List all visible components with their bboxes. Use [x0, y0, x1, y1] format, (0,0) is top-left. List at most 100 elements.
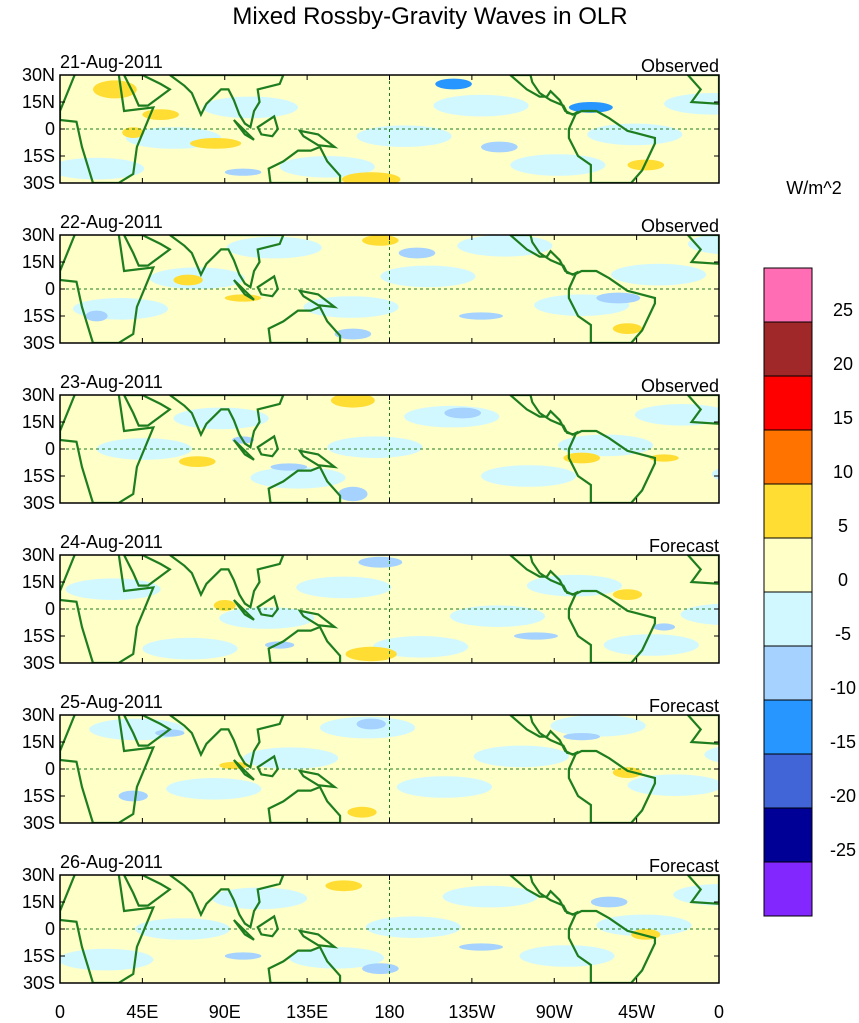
y-tick-label: 15S	[23, 946, 55, 966]
chart-title: Mixed Rossby-Gravity Waves in OLR	[232, 3, 627, 30]
coastline	[686, 75, 719, 105]
coastline	[267, 785, 342, 823]
anomaly-contour	[653, 623, 676, 631]
negative-band	[365, 916, 461, 938]
panel-field	[60, 395, 719, 503]
coastline	[256, 114, 280, 138]
x-tick-label: 0	[55, 1002, 65, 1022]
coastline	[233, 599, 255, 621]
panel-2: 30N 15N 0 15S 30S 22-Aug-2011 Observed	[22, 212, 720, 353]
negative-band	[327, 436, 423, 459]
anomaly-contour	[362, 235, 399, 246]
anomaly-contour	[122, 127, 145, 138]
negative-band	[587, 123, 683, 146]
y-tick-label: 15N	[22, 92, 55, 112]
x-tick-label: 45E	[126, 1002, 158, 1022]
anomaly-contour	[612, 589, 643, 600]
panel-4: 30N 15N 0 15S 30S 24-Aug-2011 Forecast	[22, 532, 720, 673]
negative-band	[356, 125, 452, 147]
x-axis: 0 45E 90E 135E 180 135W 90W 45W 0	[55, 1002, 724, 1022]
anomaly-contour	[612, 323, 643, 334]
negative-band	[373, 636, 469, 658]
coastline	[297, 449, 339, 469]
colorbar-label: 5	[838, 516, 848, 536]
anomaly-contour	[513, 632, 558, 640]
negative-band	[687, 235, 719, 255]
panel-6: 30N 15N 0 15S 30S 26-Aug-2011 Forecast	[22, 852, 720, 993]
y-tick-label: 30S	[23, 653, 55, 673]
negative-band	[60, 157, 145, 180]
y-tick-label: 15N	[22, 412, 55, 432]
coastline	[508, 875, 657, 983]
coastline	[508, 395, 657, 503]
colorbar-swatch	[763, 537, 813, 593]
anomaly-contour	[459, 943, 503, 951]
colorbar-unit-label: W/m^2	[786, 178, 841, 198]
coastline	[60, 715, 156, 823]
y-tick-label: 30S	[23, 333, 55, 353]
y-tick-label: 30S	[23, 493, 55, 513]
anomaly-contour	[612, 767, 643, 778]
colorbar-swatch	[763, 645, 813, 701]
panel-field	[60, 875, 719, 983]
y-tick-label: 30N	[22, 65, 55, 85]
coastline	[686, 395, 719, 425]
coastline	[297, 289, 339, 309]
colorbar-swatch	[763, 321, 813, 377]
y-tick-label: 30N	[22, 865, 55, 885]
colorbar-label: -10	[830, 678, 856, 698]
panel-field	[60, 715, 719, 823]
anomaly-contour	[563, 452, 601, 464]
panel-field	[60, 75, 719, 183]
negative-band	[442, 885, 538, 908]
negative-band	[596, 914, 692, 937]
coastline	[122, 75, 172, 107]
y-tick-label: 15S	[23, 626, 55, 646]
colorbar-swatch	[763, 429, 813, 485]
y-tick-label: 15S	[23, 146, 55, 166]
coastline	[267, 305, 342, 343]
negative-band	[673, 884, 719, 906]
colorbar-swatch	[763, 267, 813, 323]
x-tick-label: 135W	[448, 1002, 495, 1022]
anomaly-contour	[338, 486, 368, 502]
coastline	[267, 945, 342, 983]
panel-date: 26-Aug-2011	[60, 852, 163, 872]
negative-band	[449, 605, 546, 627]
colorbar-swatch	[763, 807, 813, 863]
y-tick-label: 0	[45, 439, 55, 459]
coastline	[297, 129, 339, 149]
panel-5: 30N 15N 0 15S 30S 25-Aug-2011 Forecast	[22, 692, 720, 833]
negative-band	[627, 774, 719, 796]
coastline	[508, 715, 657, 823]
colorbar-swatch	[763, 861, 813, 917]
coastline	[167, 555, 285, 609]
negative-band	[243, 747, 339, 769]
coastline	[508, 235, 657, 343]
coastline	[122, 555, 172, 587]
coastline	[508, 75, 657, 183]
y-tick-label: 0	[45, 599, 55, 619]
y-tick-label: 15N	[22, 252, 55, 272]
panel-1: 30N 15N 0 15S 30S 21-Aug-2011 Observed	[22, 52, 720, 193]
y-tick-label: 30S	[23, 973, 55, 993]
negative-band	[60, 948, 154, 971]
panel-date: 21-Aug-2011	[60, 52, 163, 72]
coastline	[167, 75, 285, 129]
colorbar-label: 20	[833, 354, 853, 374]
panel-type-label: Forecast	[649, 856, 719, 876]
anomaly-contour	[334, 328, 372, 340]
colorbar-label: 10	[833, 462, 853, 482]
panel-date: 23-Aug-2011	[60, 372, 163, 392]
x-tick-label: 90E	[209, 1002, 241, 1022]
y-tick-label: 0	[45, 279, 55, 299]
panel-date: 22-Aug-2011	[60, 212, 163, 232]
negative-band	[296, 576, 392, 599]
anomaly-contour	[341, 172, 401, 183]
coastline	[60, 875, 156, 983]
negative-band	[550, 715, 646, 737]
anomaly-contour	[347, 806, 377, 818]
anomaly-contour	[481, 141, 518, 153]
coastline	[686, 235, 719, 265]
coastline	[60, 75, 156, 183]
